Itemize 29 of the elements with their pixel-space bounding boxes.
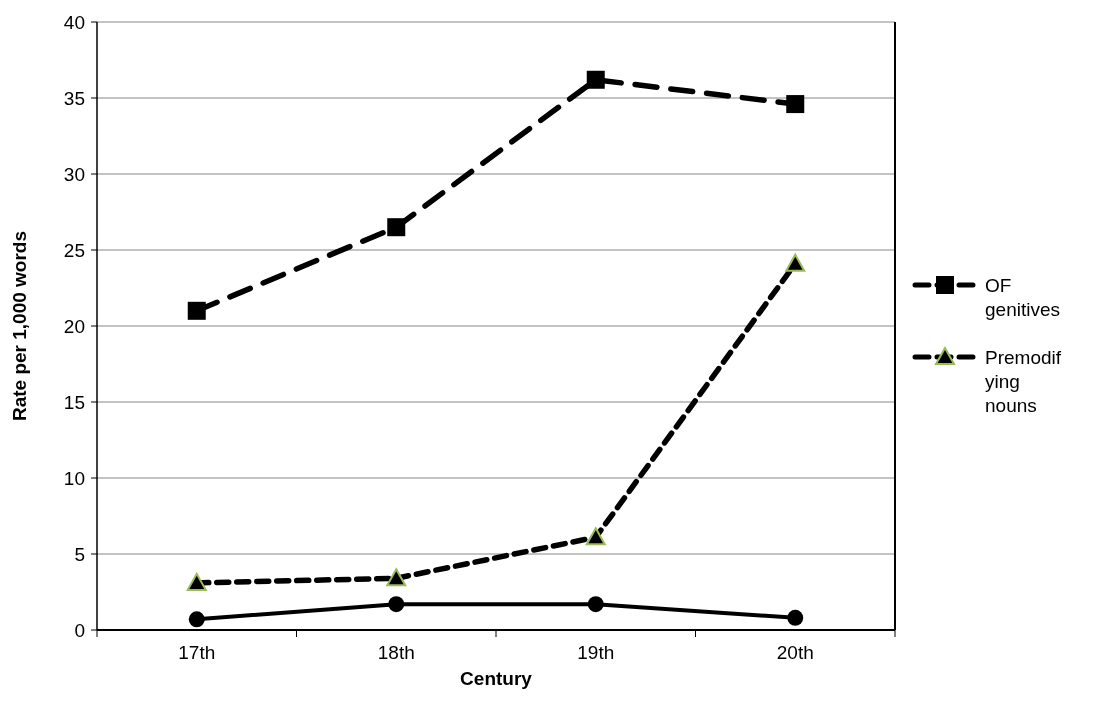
legend-label: Premodifying nouns <box>985 346 1062 416</box>
y-axis-title: Rate per 1,000 words <box>9 230 30 422</box>
x-axis-title: Century <box>460 668 533 689</box>
y-tick-label: 5 <box>74 543 85 565</box>
y-tick-label: 35 <box>63 87 85 109</box>
y-tick-label: 30 <box>63 163 85 185</box>
y-tick-label: 15 <box>63 391 85 413</box>
x-tick-label: 18th <box>377 642 415 663</box>
point <box>785 253 806 272</box>
point <box>585 527 606 546</box>
point <box>586 70 605 89</box>
point <box>587 596 604 613</box>
point <box>386 568 407 587</box>
x-tick-label: 17th <box>178 642 216 663</box>
y-tick-label: 40 <box>63 11 85 33</box>
point <box>186 572 207 591</box>
point <box>387 218 406 237</box>
point <box>786 95 805 114</box>
y-tick-label: 20 <box>63 315 85 337</box>
point <box>787 609 804 626</box>
y-tick-label: 0 <box>74 619 85 641</box>
point <box>187 301 206 320</box>
legend-label: OF genitives <box>985 274 1060 320</box>
x-tick-label: 20th <box>776 642 814 663</box>
point <box>388 596 405 613</box>
point <box>188 611 205 628</box>
y-tick-label: 25 <box>63 239 85 261</box>
x-tick-label: 19th <box>577 642 615 663</box>
y-tick-label: 10 <box>63 467 85 489</box>
